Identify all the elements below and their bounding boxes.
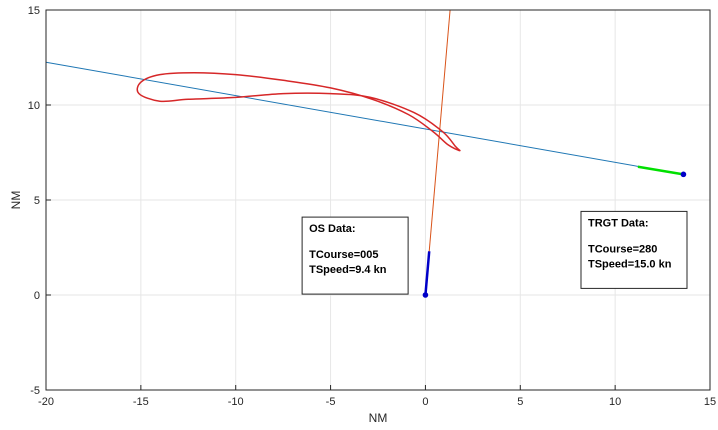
annotation-line: TSpeed=9.4 kn xyxy=(309,264,387,276)
x-tick-label: 0 xyxy=(422,396,428,408)
x-tick-label: 15 xyxy=(704,396,716,408)
y-tick-label: 15 xyxy=(28,5,40,17)
x-tick-label: -15 xyxy=(133,396,149,408)
own-ship-course-line xyxy=(424,9,451,296)
annotation-line: TCourse=005 xyxy=(309,249,378,261)
os-data-box: OS Data: TCourse=005 TSpeed=9.4 kn xyxy=(301,216,409,295)
y-tick-label: 10 xyxy=(28,100,40,112)
target-course-line xyxy=(45,61,684,175)
annotation-title: OS Data: xyxy=(309,223,355,235)
y-tick-label: 0 xyxy=(34,290,40,302)
annotation-title: TRGT Data: xyxy=(588,217,649,229)
x-tick-label: -5 xyxy=(326,396,336,408)
x-tick-label: -20 xyxy=(38,396,54,408)
y-tick-label: -5 xyxy=(30,385,40,397)
annotation-line: TSpeed=15.0 kn xyxy=(588,258,672,270)
x-tick-label: 5 xyxy=(517,396,523,408)
y-axis-label: NM xyxy=(9,191,23,210)
target-position-marker xyxy=(680,171,687,178)
annotation-line: TCourse=280 xyxy=(588,243,657,255)
own-ship-track xyxy=(424,251,431,296)
annotation-frame xyxy=(580,210,688,289)
x-tick-label: 10 xyxy=(609,396,621,408)
x-tick-label: -10 xyxy=(228,396,244,408)
x-axis-label: NM xyxy=(369,411,388,425)
y-tick-label: 5 xyxy=(34,195,40,207)
relative-motion-loop xyxy=(136,71,461,152)
annotation-frame xyxy=(301,216,409,295)
tick-labels: -20 -15 -10 -5 0 5 10 15 -5 0 5 10 15 xyxy=(28,5,716,408)
trgt-data-box: TRGT Data: TCourse=280 TSpeed=15.0 kn xyxy=(580,210,688,289)
series-layer xyxy=(45,9,687,298)
grid xyxy=(45,9,711,391)
own-ship-position-marker xyxy=(422,292,429,298)
annotations-layer: OS Data: TCourse=005 TSpeed=9.4 kn TRGT Dat… xyxy=(301,210,688,295)
target-track xyxy=(637,165,684,176)
